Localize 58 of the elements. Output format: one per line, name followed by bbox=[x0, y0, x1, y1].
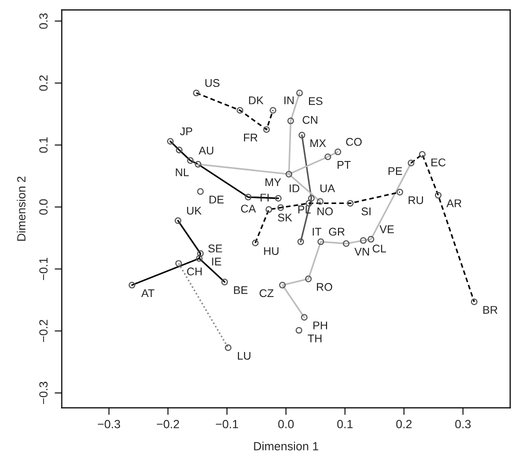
annotation: NO bbox=[318, 207, 333, 216]
annotation: IN bbox=[284, 96, 294, 104]
annotation: SE bbox=[208, 244, 222, 252]
annotation: NL bbox=[176, 168, 189, 176]
annotation: CO bbox=[346, 138, 362, 146]
annotation: RO bbox=[316, 283, 332, 291]
annotation: VN bbox=[354, 248, 369, 256]
annotation: MX bbox=[310, 139, 326, 148]
x-tick-label: 0.2 bbox=[396, 420, 412, 428]
annotation: EC bbox=[431, 158, 446, 166]
annotation: UK bbox=[187, 206, 202, 215]
y-axis-title: Dimension 2 bbox=[16, 176, 26, 241]
annotation: AU bbox=[198, 146, 214, 154]
annotation: US bbox=[205, 79, 220, 87]
annotation: DE bbox=[210, 196, 224, 204]
annotation: HU bbox=[264, 247, 278, 255]
annotation: LU bbox=[238, 352, 250, 360]
annotation: CH bbox=[187, 268, 202, 276]
annotation: AT bbox=[141, 289, 154, 297]
annotation: SI bbox=[362, 207, 370, 216]
annotation: VE bbox=[380, 225, 394, 234]
annotation: DK bbox=[249, 96, 264, 104]
y-tick-label: 0.1 bbox=[39, 137, 48, 153]
annotation: CZ bbox=[260, 289, 274, 298]
annotation: ES bbox=[309, 97, 322, 105]
y-tick-label: 0.3 bbox=[39, 13, 48, 29]
x-tick-label: 0.0 bbox=[278, 420, 294, 428]
annotation: FR bbox=[244, 134, 258, 142]
annotation: ID bbox=[290, 184, 300, 192]
annotation: CA bbox=[241, 204, 256, 213]
annotation: GR bbox=[328, 228, 345, 236]
x-tick-label: 0.1 bbox=[337, 420, 353, 428]
annotation: RU bbox=[408, 196, 423, 204]
x-tick-label: −0.3 bbox=[98, 420, 120, 428]
annotation: PE bbox=[388, 167, 402, 175]
annotation: IT bbox=[312, 228, 322, 236]
annotation: MY bbox=[266, 178, 282, 186]
y-tick-label: −0.3 bbox=[39, 382, 48, 404]
x-tick-label: −0.1 bbox=[216, 420, 238, 428]
annotation: JP bbox=[180, 128, 192, 136]
annotation: SK bbox=[278, 214, 292, 222]
annotation: BR bbox=[483, 306, 498, 314]
annotation: CN bbox=[302, 116, 318, 124]
x-tick-label: −0.2 bbox=[156, 420, 180, 428]
y-tick-label: −0.2 bbox=[39, 320, 48, 342]
y-tick-label: −0.1 bbox=[39, 258, 48, 280]
annotation: PT bbox=[338, 161, 351, 169]
annotation: PH bbox=[313, 322, 328, 330]
x-axis-title: Dimension 1 bbox=[254, 442, 318, 450]
annotation: AR bbox=[446, 199, 462, 208]
annotation: BE bbox=[234, 286, 248, 294]
x-tick-label: 0.3 bbox=[455, 420, 471, 428]
annotation: TH bbox=[308, 334, 322, 342]
annotation: IE bbox=[212, 258, 222, 266]
annotation: UA bbox=[320, 184, 336, 192]
annotation: CL bbox=[372, 244, 386, 252]
y-tick-label: 0.2 bbox=[39, 75, 48, 91]
y-tick-label: 0.0 bbox=[39, 199, 48, 215]
